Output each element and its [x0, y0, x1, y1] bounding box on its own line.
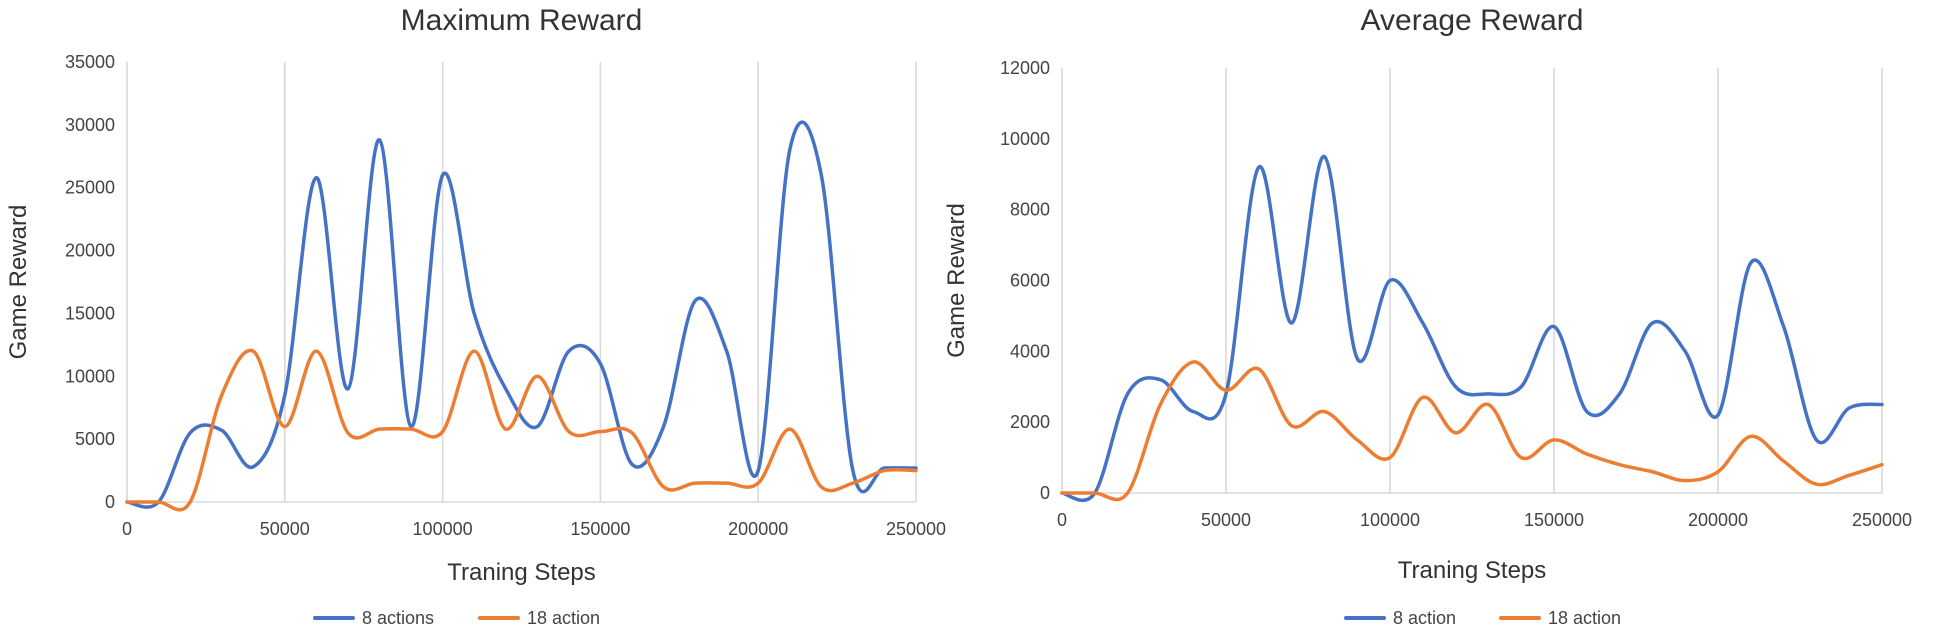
x-axis-label: Traning Steps	[1398, 557, 1547, 584]
legend-label: 8 actions	[362, 608, 434, 628]
x-tick-label: 150000	[570, 519, 630, 539]
series-line-8-action	[1060, 154, 1884, 503]
series-line-18-action	[125, 348, 918, 512]
legend-label: 18 action	[527, 608, 600, 628]
y-tick-label: 15000	[65, 303, 115, 323]
series-line-18-action	[1060, 360, 1884, 502]
y-tick-label: 30000	[65, 115, 115, 135]
y-tick-label: 6000	[1010, 271, 1050, 291]
x-tick-label: 50000	[1201, 510, 1251, 530]
y-tick-label: 0	[1040, 483, 1050, 503]
y-tick-label: 12000	[1000, 58, 1050, 78]
x-tick-label: 0	[1057, 510, 1067, 530]
x-tick-label: 250000	[886, 519, 946, 539]
y-axis-label: Game Reward	[5, 205, 32, 360]
legend-label: 18 action	[1548, 608, 1621, 628]
y-tick-label: 35000	[65, 52, 115, 72]
y-tick-label: 25000	[65, 178, 115, 198]
x-tick-label: 100000	[413, 519, 473, 539]
y-tick-label: 2000	[1010, 412, 1050, 432]
x-tick-label: 150000	[1524, 510, 1584, 530]
x-tick-label: 200000	[1688, 510, 1748, 530]
y-axis-label: Game Reward	[943, 203, 970, 358]
chart-title: Maximum Reward	[401, 4, 643, 37]
x-axis-label: Traning Steps	[447, 559, 596, 586]
x-tick-label: 50000	[260, 519, 310, 539]
y-tick-label: 0	[105, 492, 115, 512]
y-tick-label: 10000	[1000, 129, 1050, 149]
x-tick-label: 100000	[1360, 510, 1420, 530]
x-tick-label: 200000	[728, 519, 788, 539]
legend-label: 8 action	[1393, 608, 1456, 628]
series-line-8-actions	[125, 120, 918, 509]
y-tick-label: 4000	[1010, 341, 1050, 361]
y-tick-label: 20000	[65, 241, 115, 261]
y-tick-label: 10000	[65, 366, 115, 386]
x-tick-label: 250000	[1852, 510, 1912, 530]
y-tick-label: 8000	[1010, 200, 1050, 220]
chart-title: Average Reward	[1361, 4, 1584, 37]
x-tick-label: 0	[122, 519, 132, 539]
y-tick-label: 5000	[75, 429, 115, 449]
